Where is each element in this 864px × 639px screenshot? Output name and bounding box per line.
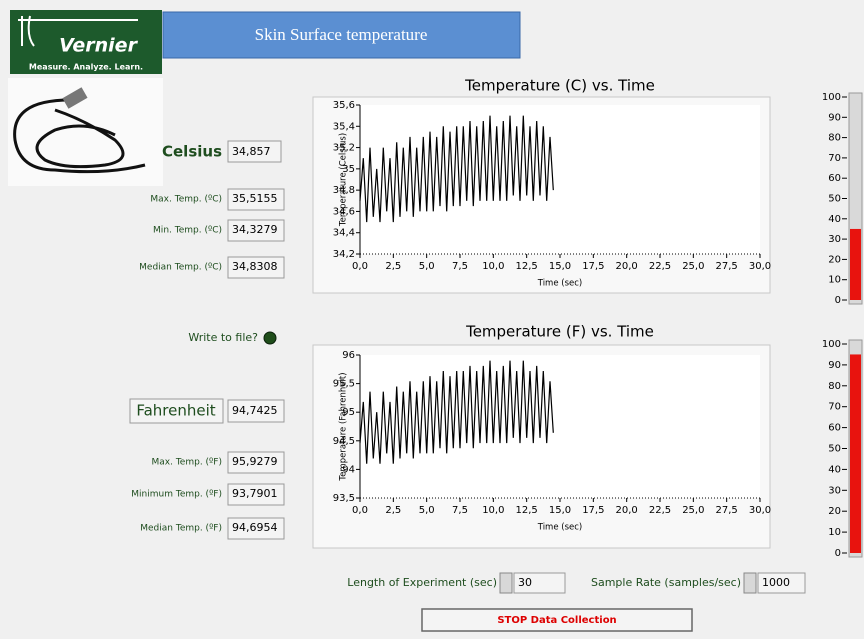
y-tick-label: 35,4: [333, 121, 355, 132]
gauge-tick-label: 90: [828, 360, 841, 371]
vi-front-panel: Vernier Measure. Analyze. Learn. Skin Su…: [0, 0, 864, 639]
x-tick-label: 22,5: [649, 261, 671, 272]
x-tick-label: 27,5: [716, 261, 738, 272]
y-tick-label: 35,6: [333, 100, 355, 111]
fahrenheit-value: 94,7425: [232, 404, 278, 417]
gauge-tick-label: 60: [828, 173, 841, 184]
gauge-tick-label: 0: [835, 548, 841, 559]
x-tick-label: 7,5: [452, 261, 468, 272]
gauge-tick-label: 90: [828, 112, 841, 123]
celsius-label: Celsius: [162, 143, 222, 161]
stat-label: Median Temp. (ºC): [139, 263, 222, 273]
x-axis-label: Time (sec): [537, 523, 582, 533]
x-tick-label: 30,0: [749, 261, 771, 272]
stat-value: 94,6954: [232, 521, 278, 534]
x-tick-label: 15,0: [549, 505, 571, 516]
rate-value: 1000: [762, 576, 790, 589]
gauge-tick-label: 10: [828, 527, 841, 538]
gauge-tick-label: 10: [828, 275, 841, 286]
stat-label: Max. Temp. (ºC): [150, 195, 222, 205]
sensor-photo: [8, 78, 163, 186]
x-tick-label: 27,5: [716, 505, 738, 516]
gauge-fill: [850, 229, 861, 300]
gauge-tick-label: 100: [822, 339, 841, 350]
y-tick-label: 93,5: [333, 493, 355, 504]
x-tick-label: 12,5: [516, 261, 538, 272]
rate-spinner[interactable]: [744, 573, 756, 593]
gauge-tick-label: 70: [828, 402, 841, 413]
y-tick-label: 34,4: [333, 228, 355, 239]
y-tick-label: 96: [342, 350, 355, 361]
gauge-tick-label: 50: [828, 444, 841, 455]
gauge-tick-label: 80: [828, 133, 841, 144]
length-label: Length of Experiment (sec): [347, 576, 497, 589]
gauge-tick-label: 40: [828, 214, 841, 225]
x-tick-label: 7,5: [452, 505, 468, 516]
chart-title: Temperature (C) vs. Time: [464, 77, 655, 95]
length-spinner[interactable]: [500, 573, 512, 593]
logo-tagline: Measure. Analyze. Learn.: [29, 63, 143, 72]
x-tick-label: 2,5: [385, 261, 401, 272]
stat-label: Median Temp. (ºF): [140, 524, 222, 534]
x-tick-label: 30,0: [749, 505, 771, 516]
x-tick-label: 5,0: [419, 261, 435, 272]
page-title: Skin Surface temperature: [255, 25, 428, 44]
gauge-tick-label: 80: [828, 381, 841, 392]
stat-value: 93,7901: [232, 487, 278, 500]
x-tick-label: 5,0: [419, 505, 435, 516]
write-to-file-label: Write to file?: [188, 331, 258, 344]
gauge-fill: [850, 354, 861, 553]
x-tick-label: 22,5: [649, 505, 671, 516]
celsius-value: 34,857: [232, 145, 271, 158]
gauge-tick-label: 20: [828, 506, 841, 517]
x-tick-label: 25,0: [682, 505, 704, 516]
y-axis-label: Temperature (Fahrenheit): [339, 372, 349, 481]
fahrenheit-label: Fahrenheit: [136, 402, 215, 420]
chart-title: Temperature (F) vs. Time: [465, 323, 654, 341]
rate-label: Sample Rate (samples/sec): [591, 576, 741, 589]
y-tick-label: 34,2: [333, 249, 355, 260]
x-tick-label: 0,0: [352, 505, 368, 516]
x-tick-label: 20,0: [616, 261, 638, 272]
stat-value: 34,3279: [232, 223, 278, 236]
y-axis-label: Temperature (Celsius): [339, 133, 349, 227]
x-tick-label: 17,5: [582, 261, 604, 272]
x-tick-label: 15,0: [549, 261, 571, 272]
logo-name: Vernier: [59, 35, 139, 57]
x-tick-label: 2,5: [385, 505, 401, 516]
length-value: 30: [518, 576, 532, 589]
gauge-tick-label: 50: [828, 194, 841, 205]
x-tick-label: 0,0: [352, 261, 368, 272]
stat-label: Max. Temp. (ºF): [152, 458, 222, 468]
gauge-tick-label: 30: [828, 234, 841, 245]
plot-area: [360, 355, 760, 498]
x-axis-label: Time (sec): [537, 279, 582, 289]
x-tick-label: 12,5: [516, 505, 538, 516]
gauge-tick-label: 60: [828, 423, 841, 434]
gauge-tick-label: 20: [828, 254, 841, 265]
gauge-tick-label: 40: [828, 464, 841, 475]
gauge-tick-label: 30: [828, 485, 841, 496]
stop-button-label: STOP Data Collection: [497, 615, 616, 626]
stat-value: 35,5155: [232, 192, 278, 205]
plot-area: [360, 105, 760, 254]
x-tick-label: 25,0: [682, 261, 704, 272]
stat-label: Min. Temp. (ºC): [153, 226, 222, 236]
x-tick-label: 10,0: [482, 505, 504, 516]
stat-value: 95,9279: [232, 455, 278, 468]
x-tick-label: 20,0: [616, 505, 638, 516]
gauge-tick-label: 0: [835, 295, 841, 306]
gauge-tick-label: 100: [822, 92, 841, 103]
gauge-tick-label: 70: [828, 153, 841, 164]
stat-value: 34,8308: [232, 260, 278, 273]
write-to-file-led[interactable]: [264, 332, 276, 344]
x-tick-label: 10,0: [482, 261, 504, 272]
x-tick-label: 17,5: [582, 505, 604, 516]
stat-label: Minimum Temp. (ºF): [131, 490, 222, 500]
